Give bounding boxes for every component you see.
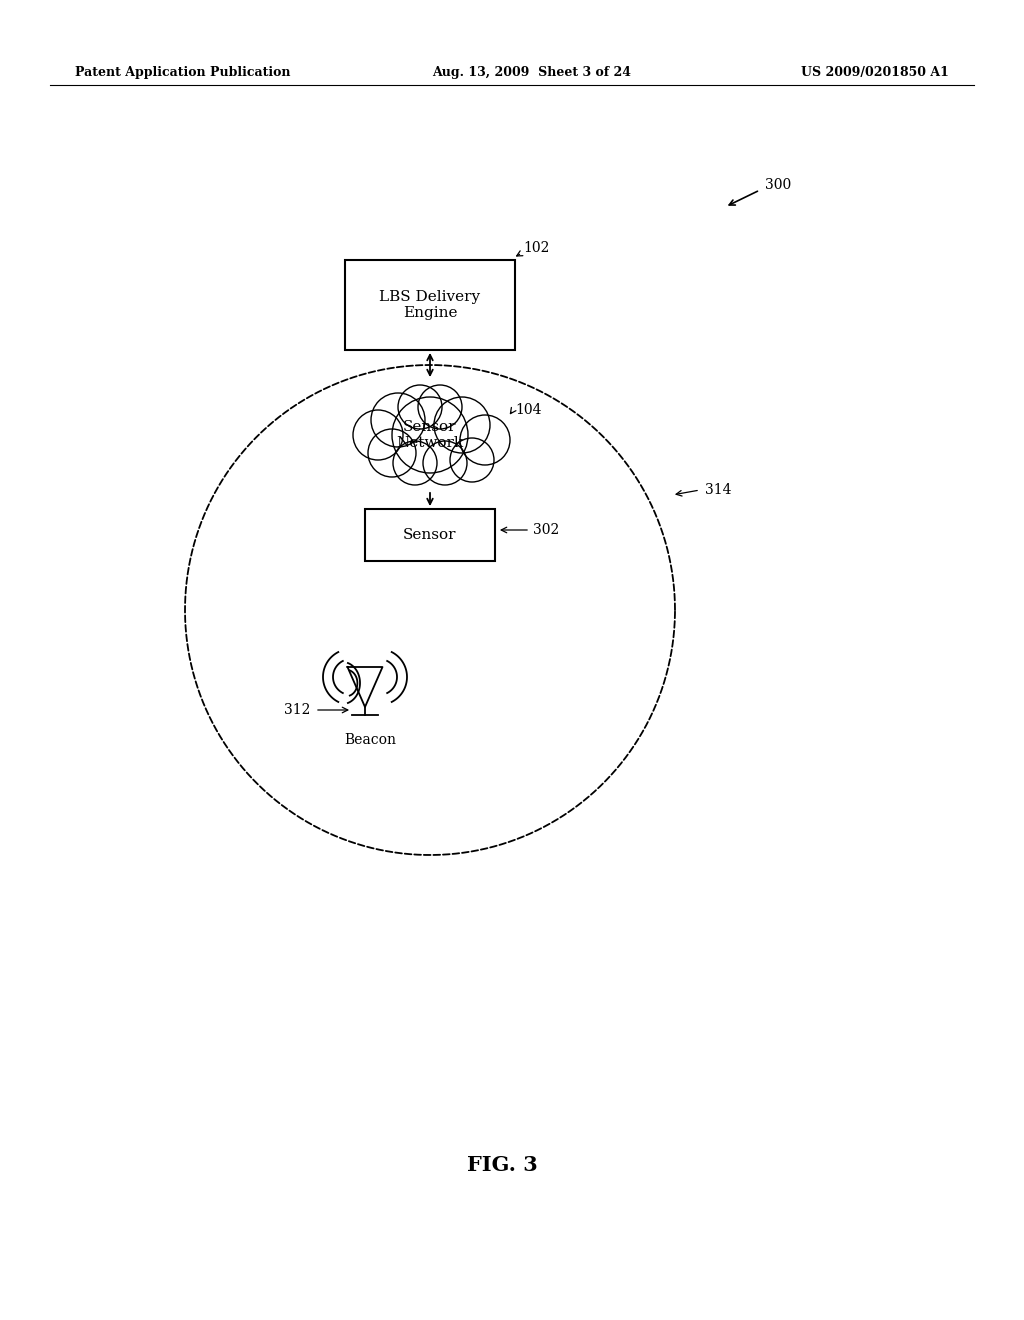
Text: Beacon: Beacon [344,733,396,747]
Circle shape [434,397,490,453]
Bar [365,510,495,561]
Circle shape [418,385,462,429]
Circle shape [398,385,442,429]
Text: 104: 104 [515,403,542,417]
Text: Aug. 13, 2009  Sheet 3 of 24: Aug. 13, 2009 Sheet 3 of 24 [432,66,632,78]
Text: US 2009/0201850 A1: US 2009/0201850 A1 [801,66,949,78]
Circle shape [371,393,425,447]
Circle shape [368,429,416,477]
Bar [345,260,515,350]
Text: 312: 312 [284,704,310,717]
Circle shape [460,414,510,465]
Circle shape [393,441,437,484]
Text: 300: 300 [765,178,792,191]
Text: 314: 314 [705,483,731,498]
Text: Sensor
Network: Sensor Network [396,420,464,450]
Polygon shape [347,667,383,708]
Text: 102: 102 [523,242,549,255]
Text: Patent Application Publication: Patent Application Publication [75,66,291,78]
Circle shape [450,438,494,482]
Circle shape [392,397,468,473]
Text: 302: 302 [534,523,559,537]
Text: Sensor: Sensor [403,528,457,543]
Text: FIG. 3: FIG. 3 [467,1155,538,1175]
Text: LBS Delivery
Engine: LBS Delivery Engine [380,290,480,321]
Circle shape [353,411,403,459]
Circle shape [423,441,467,484]
